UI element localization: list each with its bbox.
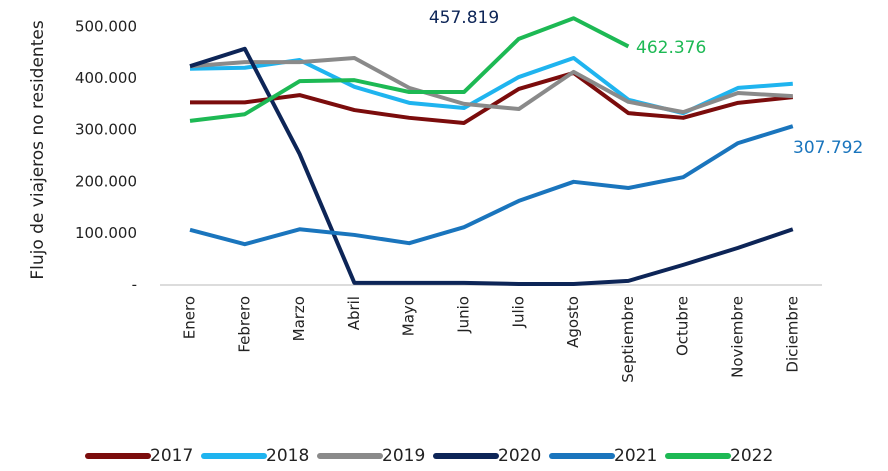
x-tick-label: Diciembre [783,296,801,373]
x-tick-label: Noviembre [729,296,747,378]
legend-label: 2019 [382,446,425,466]
x-tick-label: Septiembre [619,296,637,383]
line-series [189,16,630,123]
line-series [189,124,794,247]
x-tick-label: Junio [455,296,473,334]
legend-label: 2018 [266,446,309,466]
legend-label: 2020 [498,446,541,466]
x-tick-label: Febrero [235,296,253,353]
x-tick-label: Enero [181,296,199,339]
y-axis-label: Flujo de viajeros no residentes [28,20,48,280]
x-tick-label: Agosto [564,296,582,348]
y-tick-label: 500.000 [75,18,137,36]
line-series [189,55,793,115]
x-tick-label: Julio [509,296,527,328]
legend-label: 2021 [614,446,657,466]
y-tick-label: - [132,276,137,294]
y-tick-label: 200.000 [75,172,137,190]
annotation: 307.792 [793,138,863,158]
x-tick-label: Mayo [400,296,418,336]
y-tick-label: 400.000 [75,69,137,87]
x-tick-label: Octubre [674,296,692,356]
annotation: 462.376 [636,38,706,58]
y-tick-label: 100.000 [75,224,137,242]
x-tick-label: Marzo [290,296,308,341]
y-tick-label: 300.000 [75,121,137,139]
legend-label: 2022 [730,446,773,466]
x-tick-label: Abril [345,296,363,330]
line-series [189,46,794,286]
legend-label: 2017 [150,446,193,466]
annotation: 457.819 [429,8,499,28]
